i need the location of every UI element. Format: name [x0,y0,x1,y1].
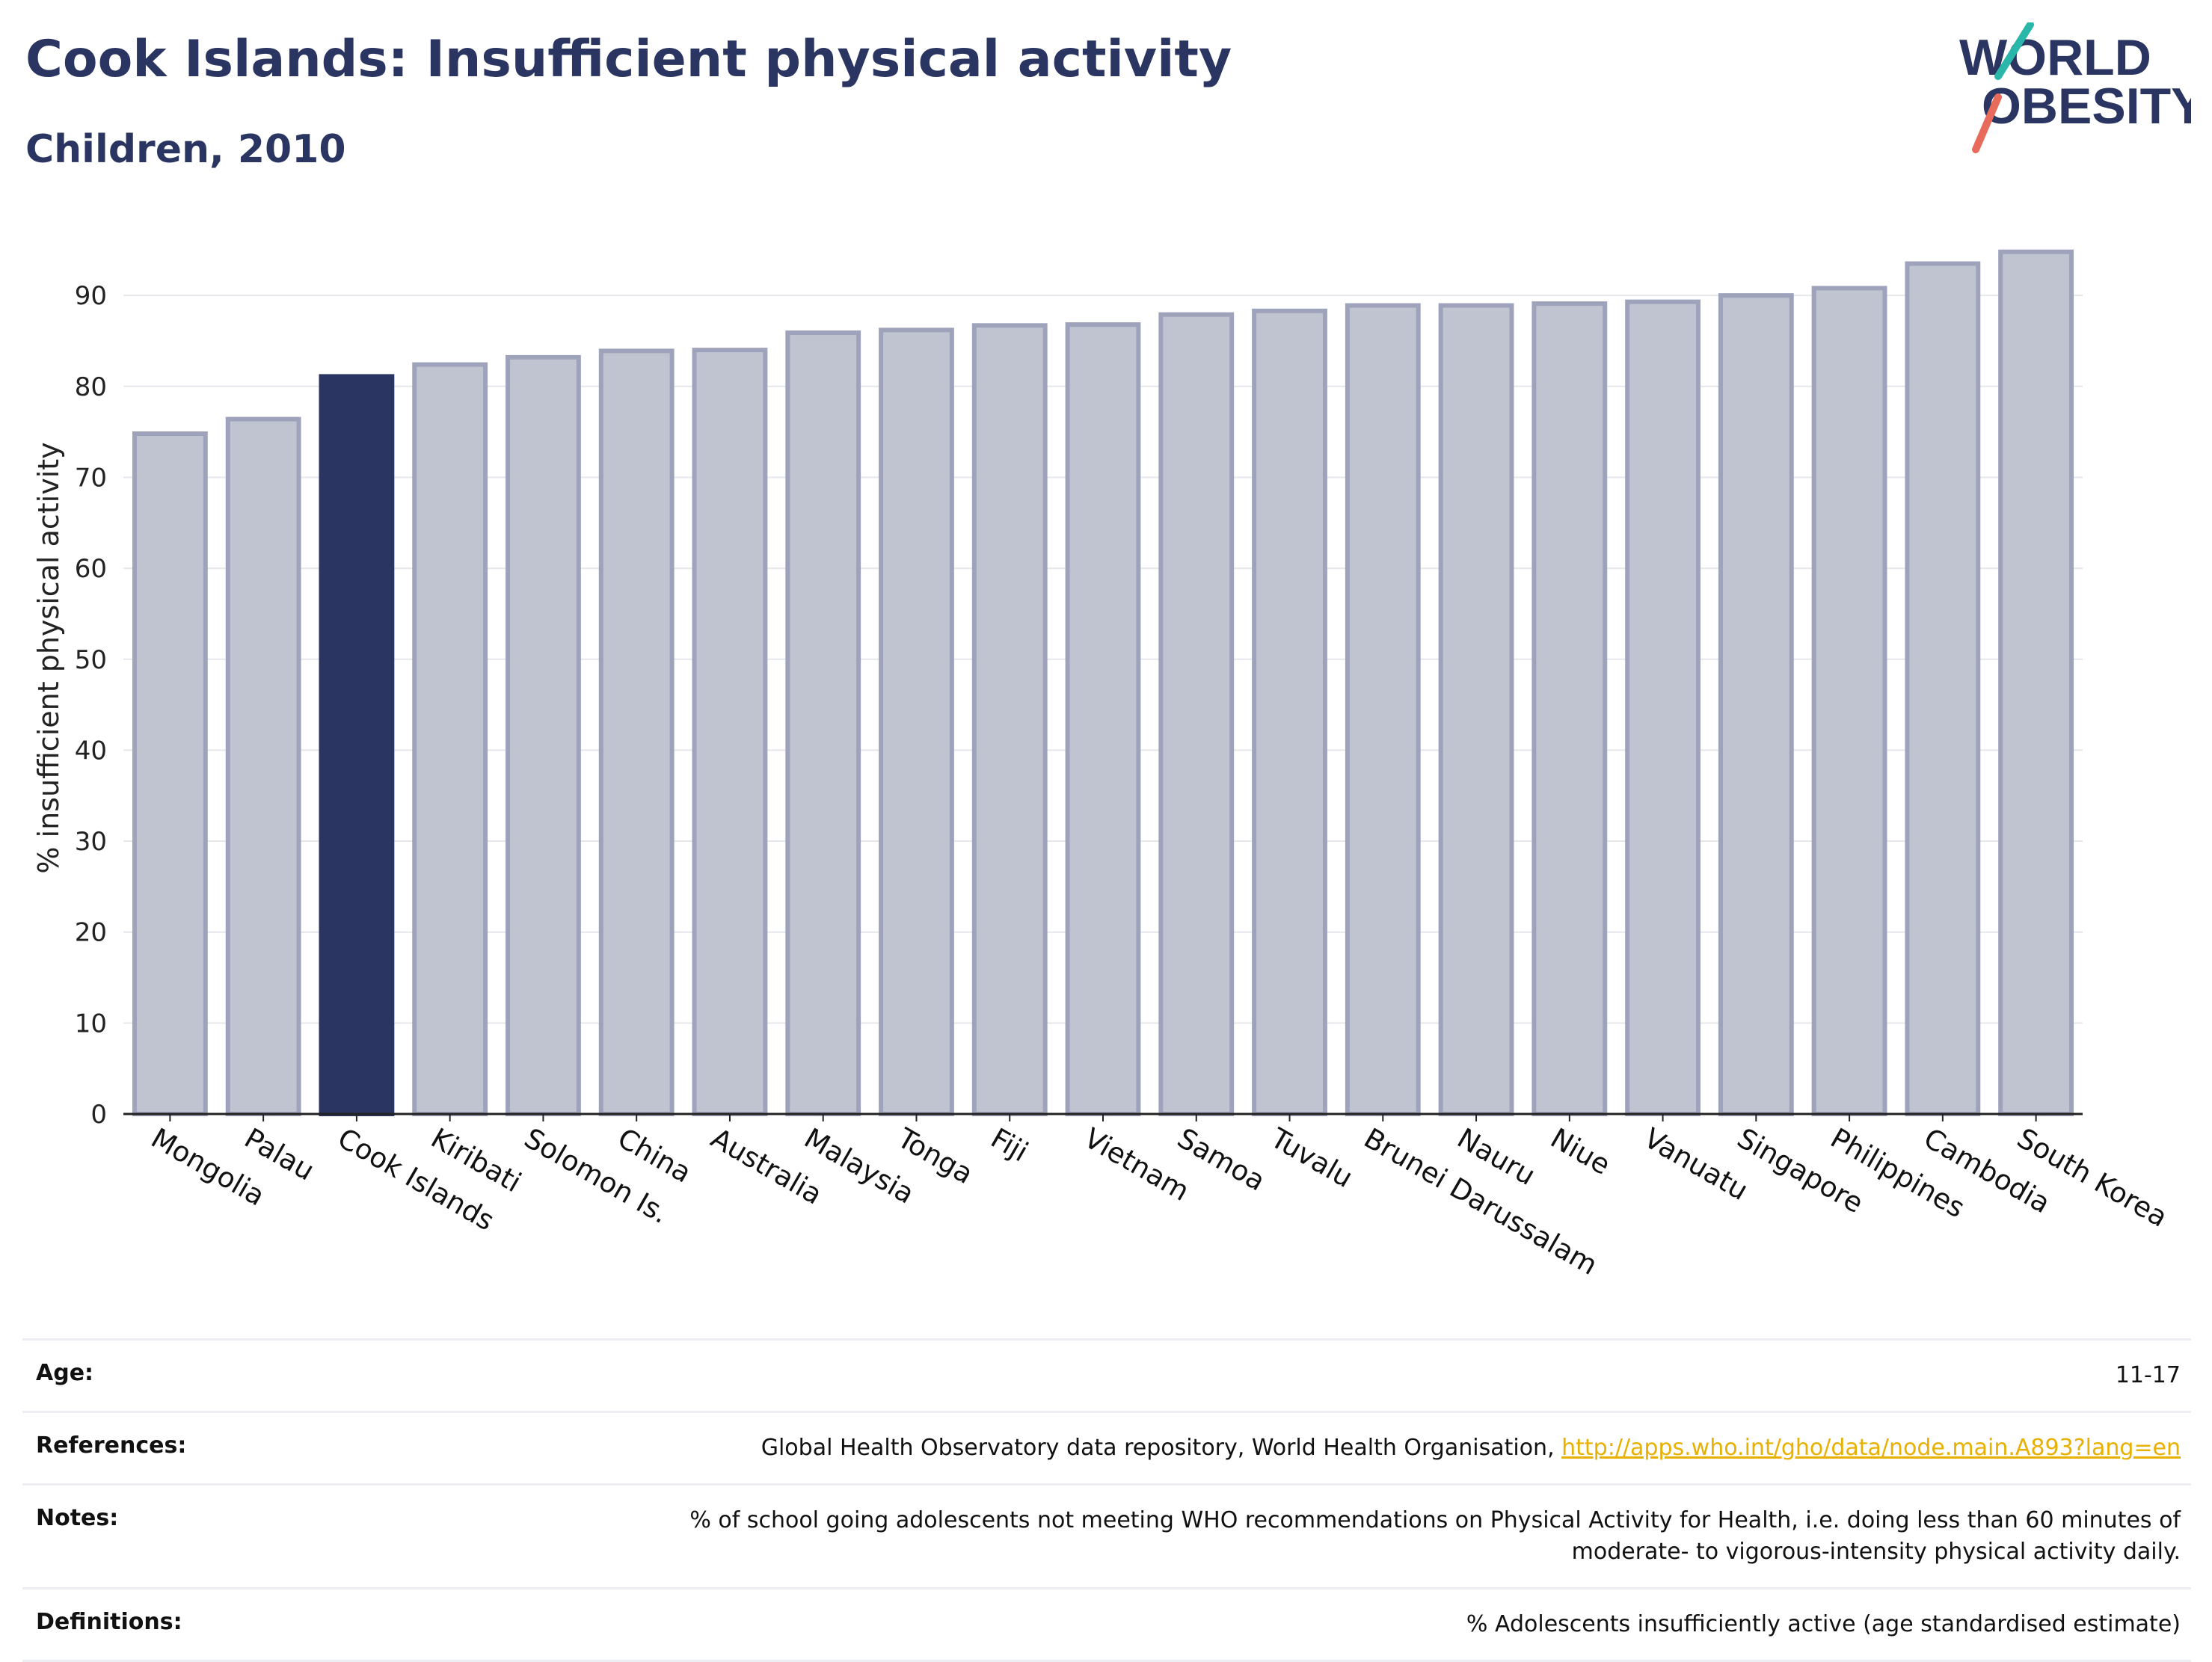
meta-row-age: Age: 11-17 [22,1341,2191,1413]
category-label: Niue [1545,1122,1615,1181]
y-tick-label: 90 [75,281,107,311]
bar [1252,308,1327,1116]
bar [1345,303,1421,1116]
definitions-value: % Adolescents insufficiently active (age… [1466,1611,2181,1637]
y-tick-label: 40 [75,736,107,766]
logo-slash-coral [1972,93,2002,153]
y-tick-label: 0 [90,1100,107,1130]
bar [971,323,1048,1117]
references-label: References: [36,1432,187,1459]
age-value: 11-17 [2115,1362,2181,1388]
references-value: Global Health Observatory data repositor… [22,1413,2191,1483]
category-label: Vietnam [1079,1122,1195,1207]
bar [1438,303,1514,1116]
bar [319,374,395,1116]
logo-line2: OBESITY [1982,78,2191,135]
bar [692,348,768,1116]
meta-row-notes: Notes: % of school going adolescents not… [22,1486,2191,1589]
meta-row-references: References: Global Health Observatory da… [22,1413,2191,1486]
y-tick-label: 30 [75,827,107,857]
y-tick-labels: 0 10 20 30 40 50 60 70 80 90 [75,281,107,1130]
bar [785,330,861,1117]
y-tick-label: 80 [75,372,107,402]
world-obesity-logo: WORLD OBESITY [1959,22,2191,153]
bar [1531,301,1608,1116]
bar [1811,286,1887,1116]
y-tick-label: 70 [75,463,107,493]
page-title: Cook Islands: Insufficient physical acti… [25,30,1232,89]
notes-label: Notes: [36,1505,119,1531]
axes [123,1112,2083,1121]
page-subtitle: Children, 2010 [25,127,346,172]
definitions-label: Definitions: [36,1609,182,1635]
y-tick-label: 20 [75,918,107,948]
y-axis-label: % insufficient physical activity [32,442,65,873]
category-label: Cook Islands [332,1122,500,1237]
notes-value: % of school going adolescents not meetin… [689,1507,2181,1565]
category-label: Fiji [986,1122,1033,1169]
category-label: Tuvalu [1265,1121,1358,1194]
y-tick-label: 50 [75,645,107,675]
bar [1065,322,1141,1116]
y-tick-label: 10 [75,1009,107,1038]
bar [412,362,488,1116]
bar [1158,312,1235,1116]
bar [132,431,208,1116]
y-tick-label: 60 [75,554,107,584]
bar [506,354,581,1116]
bar [598,348,675,1116]
bar [1905,261,1981,1117]
bar [1718,293,1794,1116]
age-label: Age: [36,1360,94,1386]
logo-line1: WORLD [1959,29,2151,86]
references-text: Global Health Observatory data repositor… [761,1435,1562,1461]
bar [879,327,954,1116]
metadata-table: Age: 11-17 References: Global Health Obs… [22,1338,2191,1662]
meta-row-definitions: Definitions: % Adolescents insufficientl… [22,1589,2191,1662]
references-link[interactable]: http://apps.who.int/gho/data/node.main.A… [1561,1435,2181,1461]
bar [225,416,301,1116]
bars [132,249,2074,1117]
bar [1998,249,2074,1116]
logo-slash-teal [1994,22,2034,80]
bar [1625,299,1701,1117]
category-label: Vanuatu [1638,1122,1754,1207]
